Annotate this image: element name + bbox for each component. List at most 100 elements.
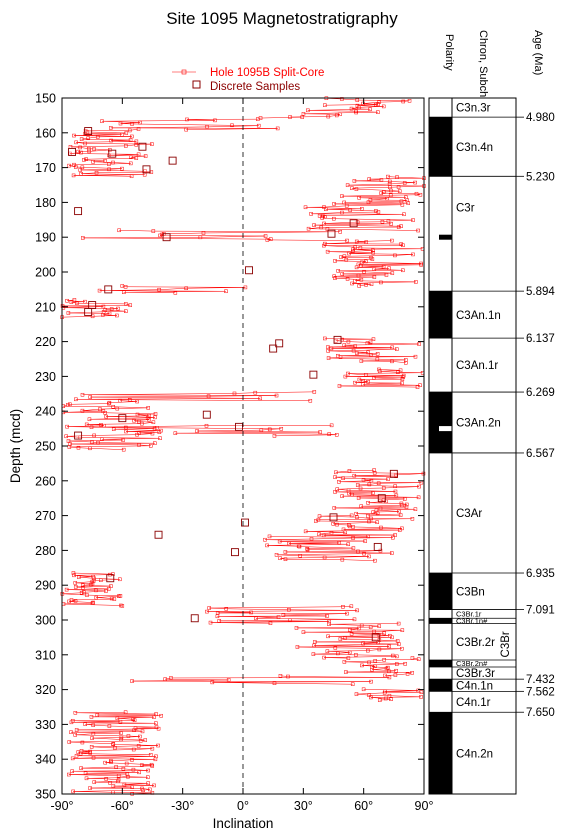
split-core-line <box>307 547 354 550</box>
split-core-line <box>75 581 93 584</box>
split-core-point <box>404 502 409 507</box>
split-core-line <box>91 441 99 443</box>
split-core-line <box>73 135 132 137</box>
y-tick-label: 310 <box>35 648 56 662</box>
split-core-line <box>147 417 155 419</box>
split-core-point <box>404 361 408 365</box>
split-core-line <box>385 690 419 692</box>
split-core-line <box>276 553 365 556</box>
split-core-line <box>269 536 393 538</box>
split-core-line <box>368 502 402 504</box>
split-core-line <box>72 770 140 773</box>
split-core-line <box>355 246 361 249</box>
y-tick-label: 150 <box>35 92 56 106</box>
discrete-sample-point <box>377 494 386 503</box>
split-core-line <box>197 430 321 433</box>
split-core-line <box>341 211 379 213</box>
split-core-line <box>327 650 368 652</box>
split-core-line <box>345 671 413 674</box>
age-label: 6.935 <box>526 568 555 580</box>
split-core-line <box>113 428 155 430</box>
split-core-line <box>139 431 160 434</box>
split-core-line <box>351 187 357 190</box>
split-core-line <box>356 513 401 516</box>
split-core-line <box>86 776 148 779</box>
discrete-sample-point <box>162 233 171 242</box>
split-core-line <box>378 369 401 371</box>
split-core-line <box>376 509 416 511</box>
split-core-line <box>69 403 109 405</box>
split-core-line <box>334 202 409 205</box>
split-core-line <box>86 423 142 425</box>
legend: Hole 1095B Split-Core Discrete Samples <box>172 67 324 93</box>
split-core-point <box>414 191 419 196</box>
split-core-line <box>314 223 392 226</box>
y-tick-label: 300 <box>35 614 56 628</box>
split-core-line <box>346 204 403 207</box>
split-core-line <box>352 283 372 285</box>
split-core-line <box>119 230 154 232</box>
split-core-line <box>357 484 396 487</box>
split-core-line <box>280 675 289 677</box>
chron-label: C3Bn <box>456 586 485 598</box>
split-core-point <box>68 402 72 407</box>
split-core-line <box>355 280 416 283</box>
split-core-line <box>134 419 150 421</box>
chron-label: C3Br.1r <box>456 610 482 619</box>
split-core-line <box>324 657 349 659</box>
split-core-line <box>80 753 151 756</box>
split-core-point <box>121 447 126 452</box>
split-core-line <box>344 255 395 257</box>
split-core-point <box>374 209 378 213</box>
split-core-line <box>255 618 355 620</box>
split-core-line <box>141 422 154 424</box>
split-core-point <box>160 232 164 237</box>
split-core-line <box>290 116 329 118</box>
split-core-line <box>71 598 115 601</box>
discrete-sample-point <box>235 422 243 431</box>
split-core-point <box>132 418 136 423</box>
split-core-point <box>357 377 362 382</box>
discrete-sample-point <box>389 469 398 478</box>
split-core-line <box>303 631 385 634</box>
split-core-line <box>323 205 347 208</box>
split-core-line <box>78 576 95 579</box>
split-core-line <box>288 543 349 545</box>
split-core-line <box>381 192 417 194</box>
split-core-line <box>116 765 153 768</box>
split-core-line <box>82 408 100 411</box>
split-core-line <box>324 241 367 244</box>
split-core-line <box>90 396 261 399</box>
split-core-line <box>210 621 330 623</box>
split-core-line <box>359 284 367 287</box>
chron-label: C3An.1r <box>456 360 498 372</box>
split-core-line <box>307 549 381 551</box>
split-core-line <box>93 724 110 727</box>
split-core-point <box>375 352 380 356</box>
split-core-line <box>96 171 152 174</box>
split-core-line <box>68 440 92 443</box>
polarity-zone-normal <box>429 618 452 624</box>
split-core-line <box>401 200 408 202</box>
split-core-line <box>351 187 390 189</box>
split-core-line <box>63 603 121 606</box>
discrete-sample-point <box>349 219 358 228</box>
split-core-line <box>349 253 413 255</box>
split-core-line <box>383 486 420 489</box>
chron-label: C3Br.2r <box>456 637 495 649</box>
split-core-line <box>341 195 406 198</box>
split-core-line <box>81 138 131 141</box>
split-core-line <box>85 772 140 774</box>
split-core-point <box>350 186 354 190</box>
split-core-point <box>345 238 349 243</box>
split-core-line <box>86 778 107 780</box>
split-core-line <box>274 434 337 437</box>
y-tick-label: 280 <box>35 544 56 558</box>
polarity-zone-normal <box>429 712 452 794</box>
chron-label: C3Br.3r <box>456 668 495 680</box>
split-core-line <box>234 392 256 394</box>
split-core-line <box>352 282 381 284</box>
split-core-line <box>361 262 422 264</box>
discrete-sample-point <box>84 127 93 136</box>
split-core-line <box>82 742 114 745</box>
